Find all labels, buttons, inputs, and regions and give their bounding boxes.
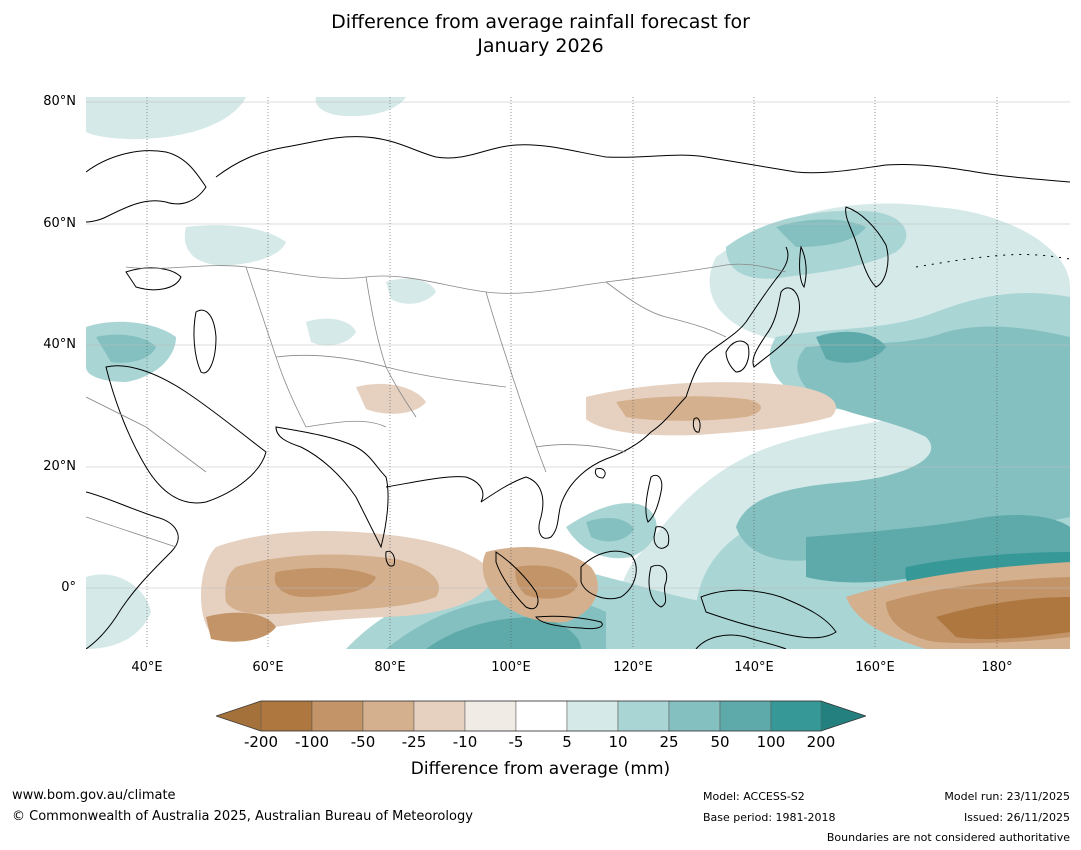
colorbar-segment xyxy=(668,700,721,732)
footer-issued: Issued: 26/11/2025 xyxy=(963,811,1070,824)
lon-label-40e: 40°E xyxy=(131,660,163,675)
lon-label-140e: 140°E xyxy=(734,660,774,675)
footer-model: Model: ACCESS-S2 xyxy=(703,790,805,803)
colorbar-tick: -25 xyxy=(401,733,427,751)
lat-label-20n: 20°N xyxy=(43,459,76,474)
colorbar-tick: 100 xyxy=(756,733,786,751)
lat-label-80n: 80°N xyxy=(43,94,76,109)
lon-label-120e: 120°E xyxy=(613,660,653,675)
lon-label-160e: 160°E xyxy=(855,660,895,675)
colorbar-tick: 10 xyxy=(608,733,628,751)
dry-anomaly-shading xyxy=(201,382,1070,649)
colorbar-tick: -50 xyxy=(350,733,376,751)
colorbar-title: Difference from average (mm) xyxy=(410,759,671,779)
colorbar-segment xyxy=(719,700,772,732)
colorbar-tick: 25 xyxy=(659,733,679,751)
colorbar-tick: 200 xyxy=(806,733,836,751)
colorbar-extend-low xyxy=(216,701,261,731)
colorbar-extend-high xyxy=(821,701,866,731)
colorbar xyxy=(216,700,866,732)
colorbar-segment xyxy=(515,700,568,732)
footer-disclaimer: Boundaries are not considered authoritat… xyxy=(826,831,1070,844)
title-line-2: January 2026 xyxy=(477,35,604,57)
colorbar-segment xyxy=(260,700,313,732)
colorbar-segment xyxy=(413,700,466,732)
colorbar-segment xyxy=(311,700,364,732)
colorbar-tick: -200 xyxy=(243,733,279,751)
lon-label-60e: 60°E xyxy=(252,660,284,675)
colorbar-segment xyxy=(566,700,619,732)
lat-label-40n: 40°N xyxy=(43,337,76,352)
map-svg xyxy=(86,97,1070,649)
lat-label-60n: 60°N xyxy=(43,216,76,231)
colorbar-segment xyxy=(770,700,822,732)
colorbar-segment xyxy=(464,700,517,732)
lon-label-180: 180° xyxy=(981,660,1013,675)
colorbar-tick: 50 xyxy=(710,733,730,751)
lon-label-100e: 100°E xyxy=(491,660,531,675)
footer-website[interactable]: www.bom.gov.au/climate xyxy=(12,788,176,803)
coastlines xyxy=(86,136,1070,649)
rainfall-anomaly-map xyxy=(86,97,1070,649)
colorbar-tick: -5 xyxy=(508,733,524,751)
colorbar-tick: -100 xyxy=(294,733,330,751)
lat-label-equator: 0° xyxy=(61,580,76,595)
map-title: Difference from average rainfall forecas… xyxy=(0,10,1081,58)
lon-label-80e: 80°E xyxy=(374,660,406,675)
country-boundaries xyxy=(86,263,787,548)
colorbar-tick: -10 xyxy=(452,733,478,751)
title-line-1: Difference from average rainfall forecas… xyxy=(331,11,750,33)
footer-base-period: Base period: 1981-2018 xyxy=(703,811,836,824)
colorbar-segment xyxy=(617,700,670,732)
colorbar-segment xyxy=(362,700,415,732)
footer-model-run: Model run: 23/11/2025 xyxy=(944,790,1070,803)
colorbar-tick: 5 xyxy=(562,733,572,751)
footer-copyright: © Commonwealth of Australia 2025, Austra… xyxy=(12,809,473,824)
